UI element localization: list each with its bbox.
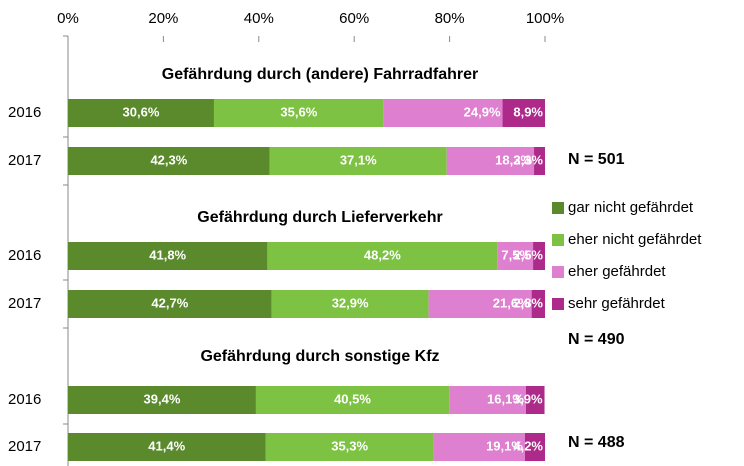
value-label: 32,9% [332,295,369,310]
bar-segment [502,99,545,127]
legend-swatch [552,234,564,246]
bar-segment [533,242,545,270]
legend-swatch [552,298,564,310]
y-tick-label: 2016 [8,391,41,408]
legend-label: sehr gefährdet [568,295,666,312]
legend-swatch [552,266,564,278]
bar-segment [497,242,534,270]
x-tick-label: 80% [435,10,465,27]
bar-segment [269,147,447,175]
n-label: N = 490 [568,331,625,348]
y-tick-label: 2017 [8,152,41,169]
legend-label: eher nicht gefährdet [568,231,702,248]
value-label: 35,3% [331,438,368,453]
x-tick-label: 0% [57,10,79,27]
x-tick-label: 40% [244,10,274,27]
bar-segment [383,99,503,127]
bar-segment [68,99,214,127]
value-label: 2,8% [513,295,543,310]
legend-swatch [552,202,564,214]
value-label: 42,7% [151,295,188,310]
bar-segment [68,290,272,318]
bar-segment [68,386,256,414]
y-tick-label: 2017 [8,438,41,455]
value-label: 48,2% [364,247,401,262]
bar-segment [446,147,535,175]
value-label: 3,9% [513,391,543,406]
bar-segment [449,386,526,414]
value-label: 19,1% [486,438,523,453]
group-title: Gefährdung durch (andere) Fahrradfahrer [162,66,479,83]
bar-segment [68,242,268,270]
y-tick-label: 2016 [8,247,41,264]
y-tick-label: 2016 [8,104,41,121]
value-label: 41,4% [148,438,185,453]
bar-segment [271,290,429,318]
value-label: 40,5% [334,391,371,406]
bar-segment [213,99,384,127]
legend-label: gar nicht gefährdet [568,199,694,216]
bar-segment [68,433,266,461]
n-label: N = 501 [568,151,625,168]
group-title: Gefährdung durch Lieferverkehr [197,209,442,226]
value-label: 18,3% [495,152,532,167]
value-label: 35,6% [280,104,317,119]
value-label: 2,3% [513,152,543,167]
value-label: 8,9% [513,104,543,119]
value-label: 30,6% [123,104,160,119]
bar-segment [534,147,545,175]
x-tick-label: 60% [339,10,369,27]
value-label: 21,6% [493,295,530,310]
n-label: N = 488 [568,434,625,451]
value-label: 42,3% [150,152,187,167]
bar-segment [433,433,525,461]
x-tick-label: 20% [148,10,178,27]
value-label: 7,5% [501,247,531,262]
value-label: 41,8% [149,247,186,262]
group-title: Gefährdung durch sonstige Kfz [200,348,439,365]
bar-segment [255,386,450,414]
bar-segment [428,290,532,318]
value-label: 37,1% [340,152,377,167]
bar-segment [525,386,545,414]
value-label: 16,1% [487,391,524,406]
bar-segment [267,242,498,270]
value-label: 39,4% [144,391,181,406]
bar-segment [68,147,270,175]
value-label: 24,9% [464,104,501,119]
bar-segment [265,433,434,461]
bar-segment [524,433,545,461]
legend-label: eher gefährdet [568,263,666,280]
x-tick-label: 100% [526,10,564,27]
value-label: 4,2% [513,438,543,453]
y-tick-label: 2017 [8,295,41,312]
value-label: 2,5% [513,247,543,262]
bar-segment [531,290,545,318]
